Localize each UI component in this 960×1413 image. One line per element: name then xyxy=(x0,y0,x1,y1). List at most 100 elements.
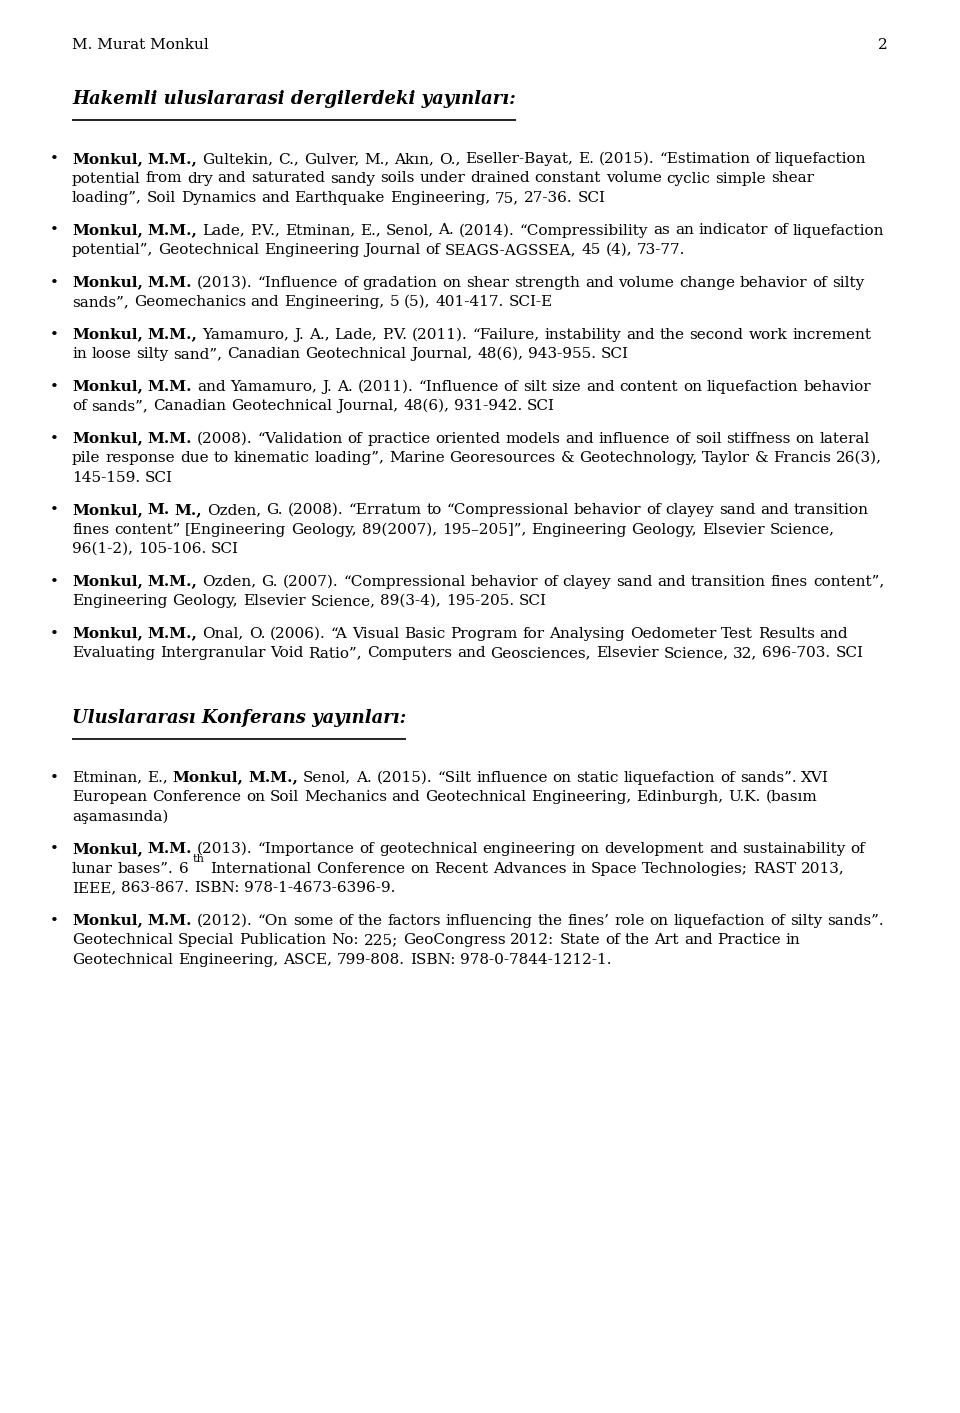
Text: increment: increment xyxy=(792,328,871,342)
Text: 6: 6 xyxy=(179,862,188,876)
Text: “Influence: “Influence xyxy=(419,380,498,393)
Text: and: and xyxy=(457,646,486,660)
Text: of: of xyxy=(675,431,689,445)
Text: of: of xyxy=(605,933,619,947)
Text: 799-808.: 799-808. xyxy=(337,952,405,966)
Text: sand: sand xyxy=(719,503,756,517)
Text: on: on xyxy=(796,431,814,445)
Text: ISBN:: ISBN: xyxy=(410,952,455,966)
Text: transition: transition xyxy=(794,503,869,517)
Text: behavior: behavior xyxy=(470,575,539,588)
Text: cyclic: cyclic xyxy=(666,171,710,185)
Text: on: on xyxy=(246,790,265,804)
Text: “Importance: “Importance xyxy=(257,842,354,856)
Text: 89(3-4),: 89(3-4), xyxy=(380,593,441,608)
Text: Yamamuro,: Yamamuro, xyxy=(230,380,318,393)
Text: Advances: Advances xyxy=(492,862,566,876)
Text: 145-159.: 145-159. xyxy=(72,471,140,485)
Text: G.: G. xyxy=(266,503,283,517)
Text: M.M.: M.M. xyxy=(148,913,192,927)
Text: volume: volume xyxy=(606,171,661,185)
Text: Engineering: Engineering xyxy=(72,593,167,608)
Text: Lade,: Lade, xyxy=(203,223,245,237)
Text: Ratio”,: Ratio”, xyxy=(308,646,362,660)
Text: of: of xyxy=(425,243,441,257)
Text: Georesources: Georesources xyxy=(449,451,556,465)
Text: Monkul,: Monkul, xyxy=(72,575,143,588)
Text: Soil: Soil xyxy=(270,790,299,804)
Text: an: an xyxy=(675,223,694,237)
Text: aşamasında): aşamasında) xyxy=(72,810,168,824)
Text: •: • xyxy=(50,223,59,237)
Text: on: on xyxy=(553,770,571,784)
Text: •: • xyxy=(50,328,59,342)
Text: and: and xyxy=(658,575,686,588)
Text: M.M.: M.M. xyxy=(148,842,192,856)
Text: soils: soils xyxy=(380,171,415,185)
Text: Uluslararası Konferans yayınları:: Uluslararası Konferans yayınları: xyxy=(72,708,406,726)
Text: and: and xyxy=(197,380,226,393)
Text: Monkul,: Monkul, xyxy=(72,276,143,290)
Text: on: on xyxy=(410,862,429,876)
Text: Geotechnical: Geotechnical xyxy=(305,348,406,360)
Text: (2012).: (2012). xyxy=(197,913,252,927)
Text: M.M.,: M.M., xyxy=(148,328,198,342)
Text: lateral: lateral xyxy=(819,431,870,445)
Text: liquefaction: liquefaction xyxy=(707,380,799,393)
Text: Test: Test xyxy=(721,626,754,640)
Text: strength: strength xyxy=(514,276,580,290)
Text: M. Murat Monkul: M. Murat Monkul xyxy=(72,38,208,52)
Text: Geotechnical: Geotechnical xyxy=(158,243,259,257)
Text: Geotechnical: Geotechnical xyxy=(72,933,173,947)
Text: and: and xyxy=(218,171,247,185)
Text: Lade,: Lade, xyxy=(334,328,377,342)
Text: Marine: Marine xyxy=(389,451,444,465)
Text: “Failure,: “Failure, xyxy=(472,328,540,342)
Text: and: and xyxy=(261,191,290,205)
Text: SCI: SCI xyxy=(577,191,606,205)
Text: “Validation: “Validation xyxy=(257,431,343,445)
Text: Francis: Francis xyxy=(774,451,831,465)
Text: Engineering: Engineering xyxy=(264,243,359,257)
Text: “Estimation: “Estimation xyxy=(660,153,751,165)
Text: SCI: SCI xyxy=(835,646,863,660)
Text: stiffness: stiffness xyxy=(726,431,790,445)
Text: Ozden,: Ozden, xyxy=(203,575,256,588)
Text: saturated: saturated xyxy=(252,171,325,185)
Text: in: in xyxy=(571,862,586,876)
Text: Conference: Conference xyxy=(316,862,405,876)
Text: Yamamuro,: Yamamuro, xyxy=(203,328,289,342)
Text: (5),: (5), xyxy=(404,295,430,309)
Text: Void: Void xyxy=(271,646,303,660)
Text: (2011).: (2011). xyxy=(358,380,414,393)
Text: Geology,: Geology, xyxy=(292,523,357,537)
Text: Geomechanics: Geomechanics xyxy=(133,295,246,309)
Text: Edinburgh,: Edinburgh, xyxy=(636,790,724,804)
Text: 863-867.: 863-867. xyxy=(121,880,189,894)
Text: 89(2007),: 89(2007), xyxy=(362,523,437,537)
Text: M.M.,: M.M., xyxy=(148,626,198,640)
Text: State: State xyxy=(560,933,600,947)
Text: volume: volume xyxy=(618,276,674,290)
Text: •: • xyxy=(50,770,59,784)
Text: as: as xyxy=(653,223,670,237)
Text: on: on xyxy=(581,842,599,856)
Text: sands”,: sands”, xyxy=(91,398,149,413)
Text: potential”,: potential”, xyxy=(72,243,154,257)
Text: shear: shear xyxy=(771,171,814,185)
Text: soil: soil xyxy=(695,431,721,445)
Text: for: for xyxy=(522,626,544,640)
Text: some: some xyxy=(293,913,333,927)
Text: •: • xyxy=(50,276,59,290)
Text: Engineering,: Engineering, xyxy=(531,790,632,804)
Text: Space: Space xyxy=(590,862,637,876)
Text: M.M.,: M.M., xyxy=(249,770,299,784)
Text: of: of xyxy=(851,842,865,856)
Text: 5: 5 xyxy=(389,295,398,309)
Text: liquefaction: liquefaction xyxy=(624,770,715,784)
Text: Canadian: Canadian xyxy=(228,348,300,360)
Text: constant: constant xyxy=(535,171,601,185)
Text: loading”,: loading”, xyxy=(72,191,142,205)
Text: kinematic: kinematic xyxy=(233,451,309,465)
Text: and: and xyxy=(820,626,849,640)
